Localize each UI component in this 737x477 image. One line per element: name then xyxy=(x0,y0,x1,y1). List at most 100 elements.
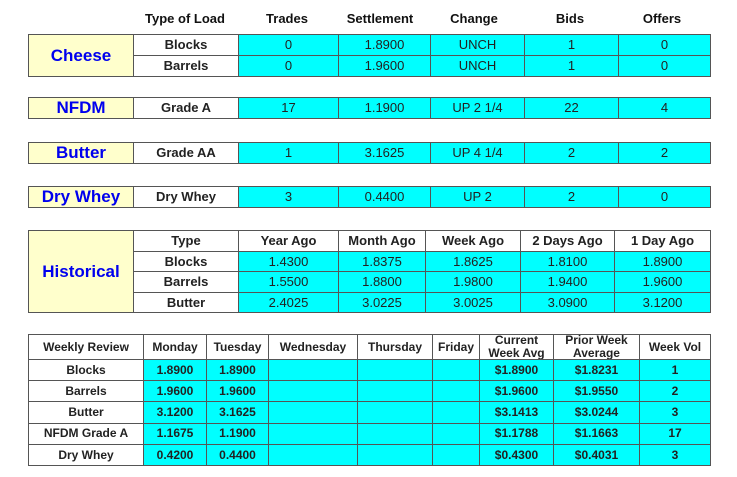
data-cell xyxy=(432,443,480,466)
data-cell: 1 xyxy=(524,34,619,56)
data-cell: 1.9800 xyxy=(425,271,521,293)
data-cell: UNCH xyxy=(430,34,525,56)
data-cell xyxy=(432,401,480,424)
data-cell: 3.0025 xyxy=(425,291,521,314)
data-cell: 2 xyxy=(524,186,619,208)
column-header: Settlement xyxy=(346,11,414,26)
row-label: Dry Whey xyxy=(133,186,239,208)
column-header: Type of Load xyxy=(145,11,225,26)
data-cell: 17 xyxy=(238,97,339,119)
row-label: Grade AA xyxy=(133,142,239,164)
data-cell xyxy=(432,422,480,445)
data-cell: 1.8100 xyxy=(520,250,615,273)
row-label: NFDM Grade A xyxy=(28,422,144,445)
data-cell xyxy=(432,359,480,382)
data-cell: UP 4 1/4 xyxy=(430,142,525,164)
data-cell: 1.9600 xyxy=(206,380,269,403)
data-cell: 0.4200 xyxy=(143,443,207,466)
data-cell: $0.4300 xyxy=(479,443,554,466)
data-cell: 3 xyxy=(639,401,711,424)
column-header: Bids xyxy=(555,11,585,26)
data-cell: 1.1675 xyxy=(143,422,207,445)
data-cell xyxy=(357,380,433,403)
data-cell: 1.8900 xyxy=(338,34,431,56)
data-cell: 0 xyxy=(238,34,339,56)
data-cell: $1.1788 xyxy=(479,422,554,445)
data-cell: 17 xyxy=(639,422,711,445)
group-label: Historical xyxy=(28,230,134,313)
data-cell: $1.8231 xyxy=(553,359,640,382)
data-cell: UNCH xyxy=(430,55,525,77)
column-header: Offers xyxy=(642,11,682,26)
data-cell: 1 xyxy=(238,142,339,164)
data-cell: 0 xyxy=(618,55,711,77)
data-cell: 0 xyxy=(238,55,339,77)
data-cell: 1.8900 xyxy=(614,250,711,273)
data-cell: 1.1900 xyxy=(338,97,431,119)
data-cell: 2.4025 xyxy=(238,291,339,314)
data-cell: 3 xyxy=(238,186,339,208)
data-cell: 1.4300 xyxy=(238,250,339,273)
data-cell: 3.1200 xyxy=(143,401,207,424)
data-cell: 3.0900 xyxy=(520,291,615,314)
column-header: Monday xyxy=(143,334,207,360)
data-cell: $1.9600 xyxy=(479,380,554,403)
row-label: Blocks xyxy=(133,250,239,273)
column-header: Trades xyxy=(266,11,308,26)
data-cell: $0.4031 xyxy=(553,443,640,466)
data-cell xyxy=(268,380,358,403)
row-label: Butter xyxy=(133,291,239,314)
data-cell xyxy=(268,359,358,382)
data-cell: 3 xyxy=(639,443,711,466)
row-label: Barrels xyxy=(133,271,239,293)
data-cell: 1.9400 xyxy=(520,271,615,293)
data-cell: 1.8900 xyxy=(143,359,207,382)
data-cell: 1.1900 xyxy=(206,422,269,445)
data-cell xyxy=(432,380,480,403)
data-cell: 1.8375 xyxy=(338,250,426,273)
column-header: 2 Days Ago xyxy=(520,230,615,252)
column-header: Month Ago xyxy=(338,230,426,252)
data-cell: 1.5500 xyxy=(238,271,339,293)
data-cell: 0 xyxy=(618,34,711,56)
data-cell: 3.1625 xyxy=(338,142,431,164)
data-cell xyxy=(357,359,433,382)
column-header: Friday xyxy=(432,334,480,360)
column-header: Week Ago xyxy=(425,230,521,252)
column-header: Year Ago xyxy=(238,230,339,252)
data-cell: 1.8900 xyxy=(206,359,269,382)
data-cell xyxy=(357,422,433,445)
data-cell xyxy=(357,401,433,424)
column-header: Thursday xyxy=(357,334,433,360)
row-label: Grade A xyxy=(133,97,239,119)
data-cell: 0.4400 xyxy=(338,186,431,208)
data-cell: 0.4400 xyxy=(206,443,269,466)
row-label: Blocks xyxy=(28,359,144,382)
column-header: Type xyxy=(133,230,239,252)
data-cell: 1 xyxy=(524,55,619,77)
data-cell: 4 xyxy=(618,97,711,119)
data-cell xyxy=(268,443,358,466)
data-cell: 3.1625 xyxy=(206,401,269,424)
data-cell: 3.0225 xyxy=(338,291,426,314)
row-label: Blocks xyxy=(133,34,239,56)
group-label: Dry Whey xyxy=(28,186,134,208)
data-cell: $3.1413 xyxy=(479,401,554,424)
column-header: Week Vol xyxy=(639,334,711,360)
data-cell: $1.8900 xyxy=(479,359,554,382)
data-cell: $1.1663 xyxy=(553,422,640,445)
row-label: Barrels xyxy=(28,380,144,403)
column-header: Current Week Avg xyxy=(479,334,554,360)
row-label: Barrels xyxy=(133,55,239,77)
group-label: NFDM xyxy=(28,97,134,119)
data-cell xyxy=(357,443,433,466)
data-cell: 1.9600 xyxy=(338,55,431,77)
data-cell: UP 2 xyxy=(430,186,525,208)
data-cell: $1.9550 xyxy=(553,380,640,403)
data-cell xyxy=(268,401,358,424)
row-label: Dry Whey xyxy=(28,443,144,466)
column-header: 1 Day Ago xyxy=(614,230,711,252)
data-cell: 1.9600 xyxy=(614,271,711,293)
data-cell: UP 2 1/4 xyxy=(430,97,525,119)
